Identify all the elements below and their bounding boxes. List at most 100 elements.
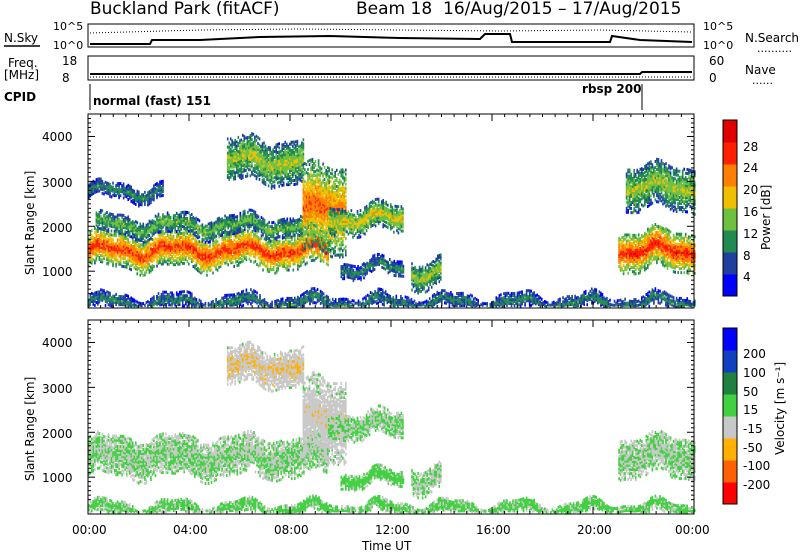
- scatter-cell: [292, 250, 295, 254]
- scatter-cell: [260, 144, 262, 148]
- scatter-cell: [138, 256, 140, 260]
- scatter-cell: [130, 252, 132, 255]
- scatter-cell: [103, 213, 105, 217]
- scatter-cell: [276, 142, 279, 146]
- scatter-cell: [168, 250, 170, 254]
- scatter-cell: [131, 263, 134, 267]
- scatter-cell: [326, 166, 329, 170]
- scatter-cell: [216, 252, 219, 256]
- scatter-cell: [191, 247, 193, 251]
- scatter-cell: [272, 257, 275, 261]
- scatter-cell: [242, 233, 245, 237]
- scatter-cell: [283, 240, 285, 244]
- scatter-cell: [144, 190, 146, 194]
- scatter-cell: [101, 179, 104, 183]
- scatter-cell: [156, 242, 158, 246]
- scatter-cell: [166, 240, 169, 244]
- scatter-cell: [153, 242, 155, 246]
- scatter-cell: [235, 215, 237, 219]
- scatter-cell: [197, 269, 199, 273]
- scatter-cell: [121, 252, 123, 256]
- scatter-cell: [186, 249, 189, 253]
- scatter-cell: [295, 241, 298, 245]
- scatter-cell: [228, 165, 230, 169]
- scatter-cell: [283, 250, 285, 254]
- scatter-cell: [118, 254, 120, 258]
- scatter-cell: [307, 236, 310, 240]
- scatter-cell: [166, 242, 169, 246]
- scatter-cell: [228, 235, 231, 238]
- scatter-cell: [136, 258, 139, 262]
- scatter-cell: [147, 259, 149, 263]
- scatter-cell: [295, 255, 298, 259]
- scatter-cell: [212, 255, 214, 259]
- scatter-cell: [191, 217, 193, 220]
- scatter-cell: [322, 237, 325, 241]
- scatter-cell: [135, 224, 137, 228]
- scatter-cell: [104, 191, 107, 194]
- scatter-cell: [289, 254, 292, 258]
- scatter-cell: [213, 262, 216, 266]
- scatter-cell: [284, 219, 287, 223]
- scatter-cell: [151, 264, 154, 268]
- scatter-cell: [172, 259, 175, 263]
- scatter-cell: [118, 238, 120, 242]
- scatter-cell: [247, 241, 249, 245]
- scatter-cell: [100, 221, 102, 225]
- scatter-cell: [88, 242, 90, 246]
- scatter-cell: [300, 218, 302, 222]
- scatter-cell: [91, 235, 93, 239]
- scatter-cell: [305, 163, 308, 166]
- scatter-cell: [256, 246, 258, 250]
- scatter-cell: [91, 245, 93, 249]
- scatter-cell: [320, 248, 323, 252]
- scatter-cell: [283, 264, 285, 268]
- scatter-cell: [189, 242, 192, 246]
- scatter-cell: [160, 242, 163, 246]
- scatter-cell: [292, 140, 294, 144]
- scatter-cell: [295, 140, 297, 144]
- scatter-cell: [95, 236, 98, 240]
- scatter-cell: [278, 239, 281, 243]
- scatter-cell: [207, 251, 210, 255]
- scatter-cell: [169, 256, 172, 260]
- scatter-cell: [260, 261, 263, 265]
- scatter-cell: [147, 247, 149, 251]
- scatter-cell: [162, 232, 164, 236]
- scatter-cell: [275, 250, 278, 254]
- scatter-cell: [266, 241, 269, 245]
- scatter-cell: [230, 241, 232, 244]
- scatter-cell: [112, 219, 114, 223]
- scatter-cell: [284, 244, 287, 248]
- scatter-cell: [157, 261, 160, 265]
- scatter-cell: [248, 225, 251, 229]
- scatter-cell: [309, 237, 311, 241]
- scatter-cell: [304, 238, 307, 242]
- scatter-cell: [216, 250, 219, 254]
- scatter-cell: [100, 227, 102, 231]
- scatter-cell: [200, 253, 202, 257]
- scatter-cell: [286, 266, 289, 270]
- scatter-cell: [230, 257, 232, 261]
- scatter-cell: [98, 247, 101, 251]
- scatter-cell: [135, 251, 137, 255]
- scatter-cell: [162, 260, 164, 264]
- scatter-cell: [112, 262, 114, 266]
- scatter-cell: [233, 213, 235, 217]
- scatter-cell: [141, 263, 143, 267]
- scatter-cell: [315, 251, 317, 254]
- scatter-cell: [328, 185, 330, 189]
- scatter-cell: [100, 217, 102, 221]
- scatter-cell: [221, 262, 223, 266]
- scatter-cell: [245, 136, 247, 140]
- scatter-cell: [109, 216, 111, 220]
- scatter-cell: [165, 260, 167, 264]
- scatter-cell: [135, 257, 137, 261]
- scatter-cell: [278, 225, 281, 228]
- scatter-cell: [321, 258, 323, 262]
- scatter-cell: [257, 238, 260, 242]
- scatter-cell: [244, 234, 246, 238]
- scatter-cell: [290, 173, 293, 177]
- scatter-cell: [95, 217, 98, 221]
- scatter-cell: [316, 172, 318, 176]
